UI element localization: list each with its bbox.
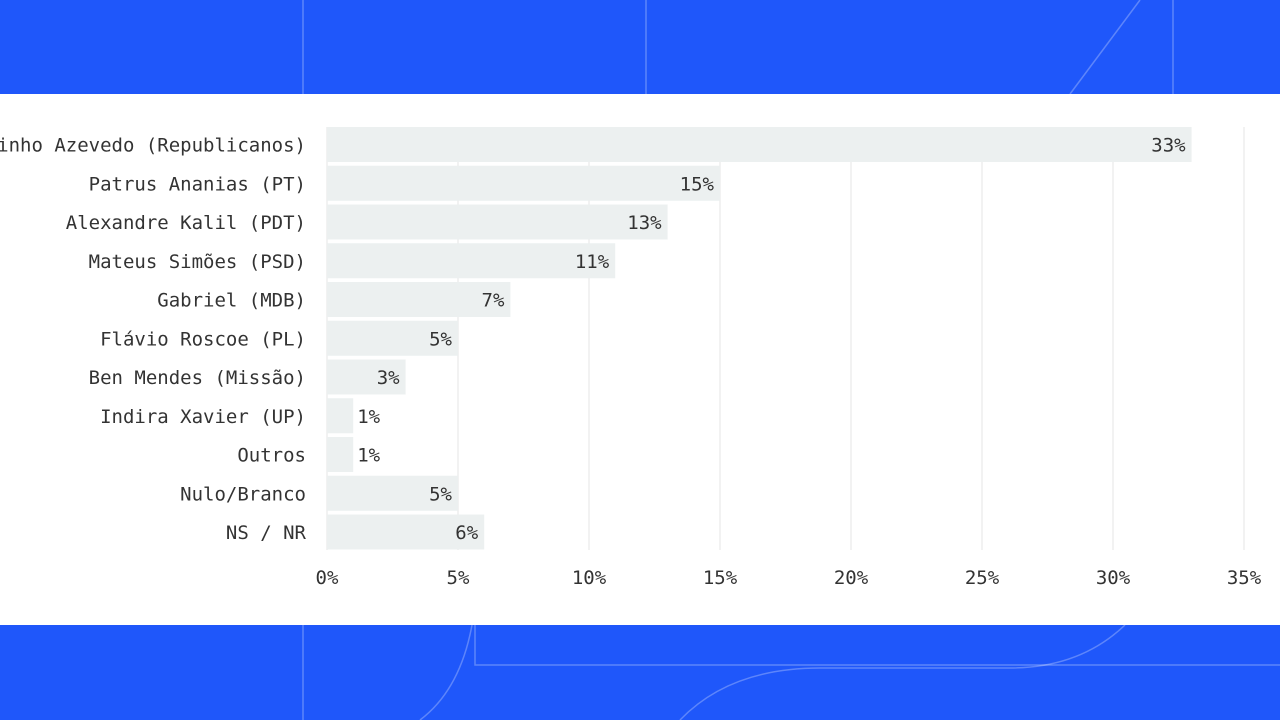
x-tick-label: 5% — [447, 567, 470, 589]
category-label: Ben Mendes (Missão) — [89, 367, 306, 389]
category-label: Nulo/Branco — [180, 483, 306, 505]
x-tick-label: 0% — [316, 567, 339, 589]
x-tick-label: 30% — [1096, 567, 1131, 589]
chart-panel: 0% 5% 10% 15% 20% 25% 30% 35% Cleitinho Azevedo … — [0, 94, 1280, 625]
value-label: 3% — [377, 367, 400, 389]
bar-chart: 0% 5% 10% 15% 20% 25% 30% 35% Cleitinho Azevedo … — [0, 127, 1262, 590]
bar — [327, 475, 458, 511]
category-label: Outros — [237, 445, 306, 467]
value-label: 1% — [357, 406, 380, 428]
category-label: Alexandre Kalil (PDT) — [66, 212, 306, 234]
value-label: 1% — [357, 445, 380, 467]
value-label: 6% — [455, 522, 478, 544]
category-label: Patrus Ananias (PT) — [89, 173, 306, 195]
value-label: 13% — [627, 212, 662, 234]
bar — [327, 127, 1192, 162]
value-label: 33% — [1151, 135, 1186, 157]
bar — [327, 437, 354, 472]
labels: 0% 5% 10% 15% 20% 25% 30% 35% Cleitinho Azevedo … — [0, 135, 1262, 590]
x-tick-label: 25% — [965, 567, 1000, 589]
value-label: 5% — [429, 483, 452, 505]
bar — [327, 282, 511, 317]
bars — [327, 127, 1192, 550]
x-tick-label: 35% — [1227, 567, 1262, 589]
category-label: Mateus Simões (PSD) — [89, 251, 306, 273]
category-label: NS / NR — [226, 522, 307, 544]
bar — [327, 243, 616, 279]
value-label: 5% — [429, 328, 452, 350]
x-tick-label: 15% — [703, 567, 738, 589]
x-tick-label: 10% — [572, 567, 607, 589]
bar — [327, 320, 458, 356]
bar — [327, 165, 720, 201]
x-tick-label: 20% — [834, 567, 869, 589]
bar — [327, 359, 406, 395]
bar — [327, 204, 668, 240]
bar — [327, 398, 354, 434]
category-label: Indira Xavier (UP) — [100, 406, 306, 428]
category-label: Gabriel (MDB) — [157, 290, 306, 312]
value-label: 7% — [482, 290, 505, 312]
bar — [327, 514, 485, 550]
value-label: 15% — [680, 173, 715, 195]
category-label: Flávio Roscoe (PL) — [100, 328, 306, 350]
category-label: Cleitinho Azevedo (Republicanos) — [0, 135, 306, 157]
value-label: 11% — [575, 251, 610, 273]
